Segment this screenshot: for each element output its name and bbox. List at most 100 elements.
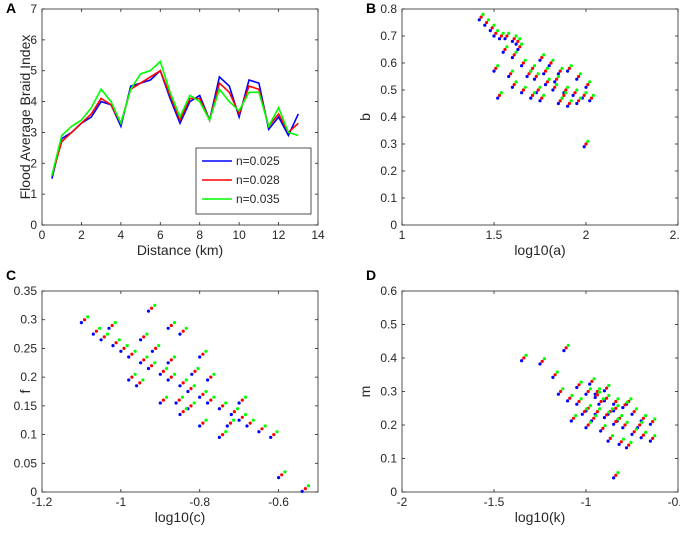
scatter-point-red <box>169 358 173 362</box>
scatter-point-blue <box>158 401 162 405</box>
scatter-point-blue <box>99 338 103 342</box>
scatter-point-green <box>547 77 551 81</box>
y-axis-label: m <box>357 386 373 398</box>
scatter-point-red <box>512 37 516 41</box>
scatter-point-green <box>578 96 583 100</box>
y-tick-label: 0 <box>390 218 397 232</box>
scatter-point-red <box>102 335 106 339</box>
y-tick-label: 0 <box>30 218 37 232</box>
scatter-point-blue <box>547 64 551 68</box>
scatter-point-red <box>627 443 631 447</box>
y-tick-label: 0.15 <box>14 399 38 413</box>
scatter-point-red <box>201 421 205 425</box>
scatter-point-green <box>570 393 574 398</box>
series-line-n=0.025 <box>51 69 300 179</box>
scatter-point-blue <box>178 332 182 336</box>
scatter-point-green <box>532 91 537 95</box>
scatter-point-blue <box>588 99 592 103</box>
scatter-point-red <box>595 393 600 397</box>
scatter-point-blue <box>158 372 162 376</box>
scatter-point-red <box>130 375 134 379</box>
scatter-point-red <box>150 306 154 310</box>
y-tick-label: 1 <box>30 187 37 201</box>
panel-label: A <box>6 0 16 16</box>
scatter-point-blue <box>556 72 561 76</box>
scatter-point-red <box>540 359 544 363</box>
scatter-point-blue <box>588 382 592 386</box>
scatter-point-red <box>494 31 498 35</box>
scatter-point-blue <box>584 426 588 430</box>
scatter-point-red <box>189 387 193 391</box>
x-tick-label: 1.5 <box>486 228 503 242</box>
y-axis-label: b <box>357 113 373 121</box>
scatter-point-red <box>531 93 535 97</box>
scatter-point-green <box>499 91 503 95</box>
x-tick-label: -1.2 <box>32 495 53 509</box>
scatter-point-red <box>181 381 185 385</box>
scatter-point-red <box>582 410 587 414</box>
legend-entry: n=0.028 <box>236 173 280 187</box>
scatter-point-green <box>625 400 629 404</box>
scatter-point-red <box>564 88 568 92</box>
scatter-point-red <box>564 346 568 350</box>
x-axis-label: Distance (km) <box>137 242 223 258</box>
scatter-point-green <box>579 397 583 401</box>
scatter-point-red <box>280 473 284 477</box>
x-tick-label: 6 <box>157 228 164 242</box>
x-axis-label: log10(k) <box>515 509 566 525</box>
x-tick-label: 10 <box>232 228 246 242</box>
y-tick-label: 0.1 <box>20 428 37 442</box>
x-tick-label: 2 <box>583 228 590 242</box>
scatter-point-red <box>562 93 566 97</box>
y-tick-label: 0.6 <box>380 284 397 298</box>
scatter-point-red <box>189 404 193 408</box>
scatter-point-green <box>510 69 514 73</box>
scatter-point-blue <box>503 37 507 41</box>
scatter-point-red <box>240 398 244 402</box>
scatter-point-red <box>479 15 483 19</box>
scatter-point-green <box>598 387 602 391</box>
scatter-point-blue <box>612 402 616 406</box>
scatter-point-green <box>196 366 200 371</box>
scatter-point-blue <box>543 83 548 87</box>
scatter-point-blue <box>127 355 131 359</box>
scatter-point-red <box>553 85 557 89</box>
scatter-point-green <box>212 395 216 399</box>
scatter-point-green <box>165 395 169 399</box>
scatter-point-blue <box>237 401 241 405</box>
x-axis-label: log10(a) <box>514 242 565 258</box>
scatter-point-red <box>228 421 233 425</box>
scatter-point-green <box>192 384 196 388</box>
scatter-point-green <box>566 343 570 347</box>
scatter-point-blue <box>562 349 566 353</box>
scatter-point-blue <box>630 412 634 416</box>
y-tick-label: 0.3 <box>380 137 397 151</box>
scatter-point-red <box>558 99 562 103</box>
scatter-point-red <box>577 99 581 103</box>
scatter-point-green <box>172 355 177 359</box>
scatter-point-blue <box>492 69 496 73</box>
scatter-point-red <box>221 404 225 408</box>
y-tick-label: 3 <box>30 125 37 139</box>
scatter-point-green <box>542 357 547 361</box>
scatter-point-green <box>263 424 267 428</box>
scatter-point-blue <box>496 96 500 100</box>
x-tick-label: -0.6 <box>268 495 289 509</box>
scatter-point-green <box>585 407 589 411</box>
scatter-point-red <box>605 396 609 400</box>
scatter-point-green <box>157 344 161 348</box>
scatter-point-green <box>133 372 137 376</box>
scatter-point-blue <box>514 42 518 46</box>
scatter-point-green <box>620 414 624 418</box>
scatter-point-red <box>142 335 146 339</box>
plot-frame <box>41 290 319 493</box>
scatter-point-green <box>125 344 129 348</box>
scatter-point-blue <box>648 422 653 426</box>
scatter-point-blue <box>178 412 182 417</box>
scatter-point-green <box>601 397 605 401</box>
scatter-point-red <box>521 61 526 65</box>
scatter-point-blue <box>492 34 496 38</box>
scatter-point-blue <box>575 101 579 106</box>
